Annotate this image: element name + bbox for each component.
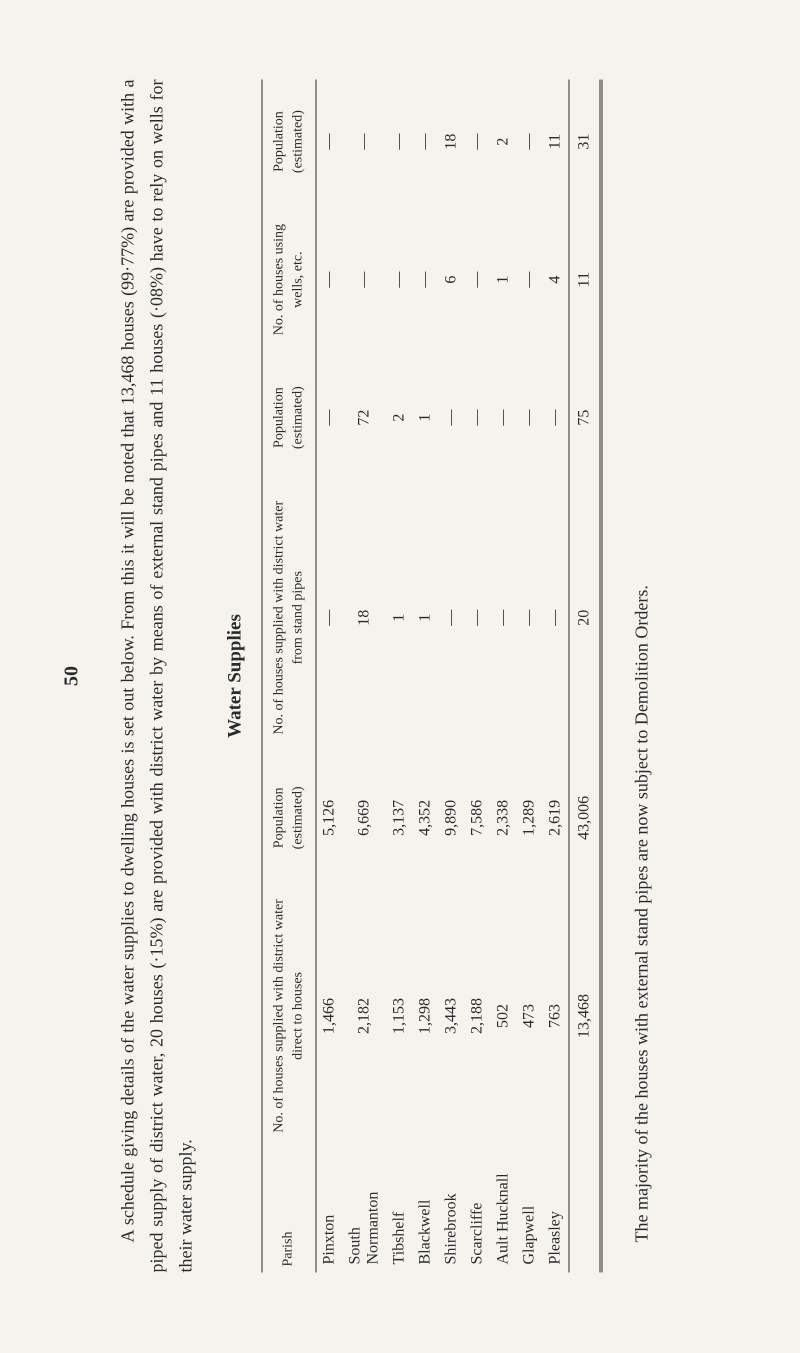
cell-c5: — <box>516 204 542 356</box>
total-c4: 75 <box>569 356 601 480</box>
cell-c1: 2,188 <box>464 880 490 1152</box>
cell-parish: Blackwell <box>412 1152 438 1273</box>
cell-c4: — <box>490 356 516 480</box>
cell-c5: — <box>412 204 438 356</box>
cell-c6: 18 <box>438 80 464 204</box>
cell-c4: — <box>316 356 343 480</box>
cell-parish: South Normanton <box>342 1152 386 1273</box>
table-row: Ault Hucknall5022,338——12 <box>490 80 516 1273</box>
cell-c1: 1,466 <box>316 880 343 1152</box>
cell-c2: 7,586 <box>464 756 490 880</box>
cell-c5: — <box>316 204 343 356</box>
table-row: Pleasley7632,619——411 <box>542 80 569 1273</box>
table-title: Water Supplies <box>225 80 247 1273</box>
table-row: South Normanton2,1826,6691872—— <box>342 80 386 1273</box>
cell-c4: — <box>516 356 542 480</box>
totals-row: 13,468 43,006 20 75 11 31 <box>569 80 601 1273</box>
table-row: Shirebrook3,4439,890——618 <box>438 80 464 1273</box>
cell-c5: 6 <box>438 204 464 356</box>
cell-c4: — <box>438 356 464 480</box>
cell-parish: Pleasley <box>542 1152 569 1273</box>
footnote: The majority of the houses with external… <box>627 80 656 1273</box>
header-col1: No. of houses supplied with district wat… <box>262 880 315 1152</box>
cell-c6: 11 <box>542 80 569 204</box>
total-c3: 20 <box>569 480 601 756</box>
table-row: Blackwell1,2984,35211—— <box>412 80 438 1273</box>
cell-c2: 9,890 <box>438 756 464 880</box>
cell-c4: 72 <box>342 356 386 480</box>
cell-c6: — <box>316 80 343 204</box>
cell-c2: 1,289 <box>516 756 542 880</box>
cell-c1: 1,153 <box>386 880 412 1152</box>
cell-c2: 2,338 <box>490 756 516 880</box>
cell-parish: Shirebrook <box>438 1152 464 1273</box>
cell-c5: — <box>464 204 490 356</box>
header-col6: Population (estimated) <box>262 80 315 204</box>
cell-c2: 4,352 <box>412 756 438 880</box>
cell-c1: 502 <box>490 880 516 1152</box>
cell-c5: — <box>342 204 386 356</box>
table-row: Tibshelf1,1533,13712—— <box>386 80 412 1273</box>
cell-parish: Pinxton <box>316 1152 343 1273</box>
cell-c3: — <box>316 480 343 756</box>
cell-c3: — <box>490 480 516 756</box>
cell-c4: 2 <box>386 356 412 480</box>
total-c1: 13,468 <box>569 880 601 1152</box>
cell-c3: — <box>516 480 542 756</box>
cell-c3: — <box>542 480 569 756</box>
cell-c2: 3,137 <box>386 756 412 880</box>
cell-c3: 18 <box>342 480 386 756</box>
table-row: Glapwell4731,289———— <box>516 80 542 1273</box>
cell-c3: — <box>438 480 464 756</box>
cell-c4: 1 <box>412 356 438 480</box>
header-col2: Population (estimated) <box>262 756 315 880</box>
cell-c4: — <box>542 356 569 480</box>
cell-c6: — <box>386 80 412 204</box>
total-c2: 43,006 <box>569 756 601 880</box>
cell-parish: Ault Hucknall <box>490 1152 516 1273</box>
cell-c1: 2,182 <box>342 880 386 1152</box>
cell-parish: Scarcliffe <box>464 1152 490 1273</box>
total-c5: 11 <box>569 204 601 356</box>
cell-c1: 473 <box>516 880 542 1152</box>
cell-c3: — <box>464 480 490 756</box>
cell-c5: — <box>386 204 412 356</box>
header-col3: No. of houses supplied with district wat… <box>262 480 315 756</box>
total-c6: 31 <box>569 80 601 204</box>
page-number: 50 <box>61 80 84 1273</box>
intro-paragraph: A schedule giving details of the water s… <box>114 80 200 1273</box>
cell-c2: 6,669 <box>342 756 386 880</box>
cell-c4: — <box>464 356 490 480</box>
cell-parish: Glapwell <box>516 1152 542 1273</box>
cell-parish: Tibshelf <box>386 1152 412 1273</box>
water-supplies-table: Parish No. of houses supplied with distr… <box>262 80 602 1273</box>
cell-c2: 5,126 <box>316 756 343 880</box>
cell-c3: 1 <box>386 480 412 756</box>
table-row: Pinxton1,4665,126———— <box>316 80 343 1273</box>
cell-c5: 4 <box>542 204 569 356</box>
cell-c1: 1,298 <box>412 880 438 1152</box>
cell-c3: 1 <box>412 480 438 756</box>
cell-c2: 2,619 <box>542 756 569 880</box>
header-col4: Population (estimated) <box>262 356 315 480</box>
cell-c6: — <box>342 80 386 204</box>
cell-c6: — <box>412 80 438 204</box>
cell-c5: 1 <box>490 204 516 356</box>
cell-c6: — <box>516 80 542 204</box>
cell-c1: 763 <box>542 880 569 1152</box>
cell-c6: — <box>464 80 490 204</box>
header-parish: Parish <box>262 1152 315 1273</box>
cell-c1: 3,443 <box>438 880 464 1152</box>
cell-c6: 2 <box>490 80 516 204</box>
header-col5: No. of houses using wells, etc. <box>262 204 315 356</box>
table-row: Scarcliffe2,1887,586———— <box>464 80 490 1273</box>
